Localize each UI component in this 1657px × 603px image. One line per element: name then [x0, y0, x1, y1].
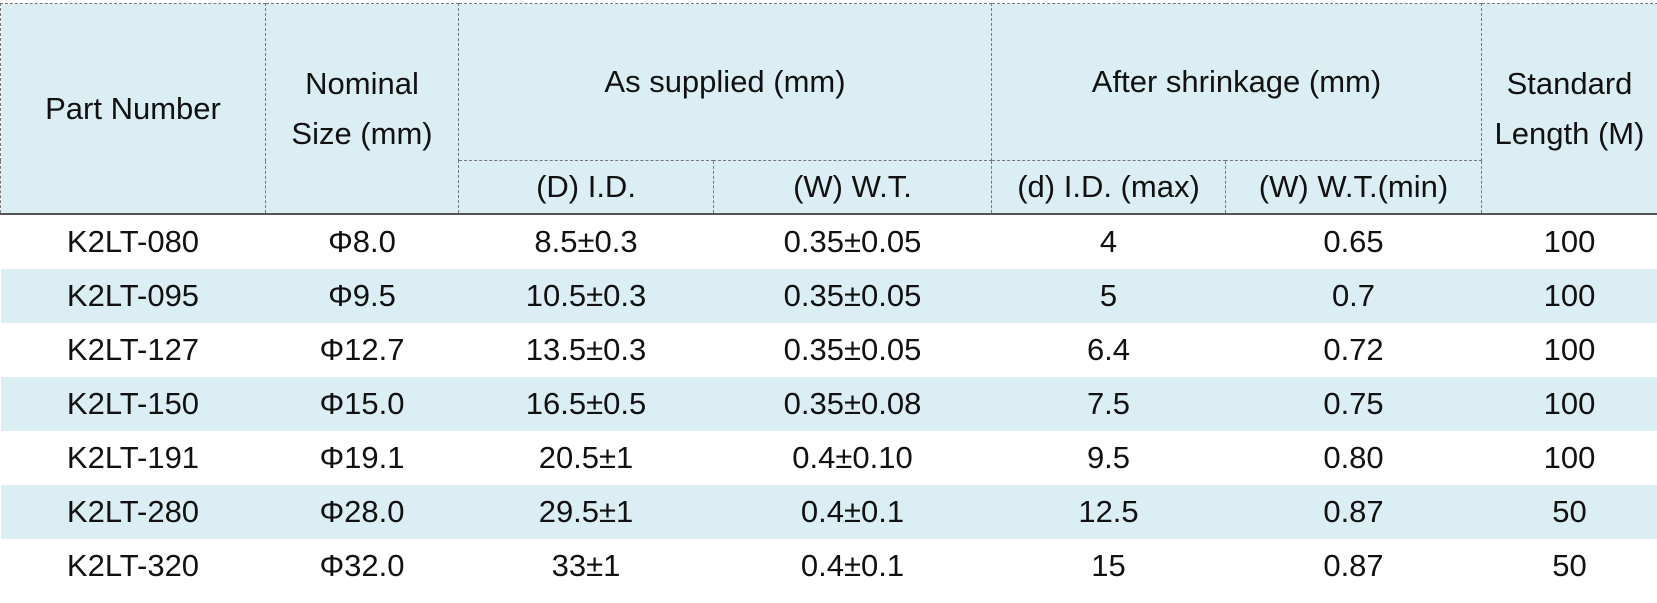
- page: Part Number Nominal Size (mm) As supplie…: [0, 3, 1657, 603]
- table-cell: 4: [992, 214, 1226, 269]
- table-cell: 0.35±0.08: [714, 377, 992, 431]
- table-cell: 0.4±0.1: [714, 485, 992, 539]
- header-cell: Standard Length (M): [1482, 4, 1657, 215]
- table-cell: 0.80: [1226, 431, 1482, 485]
- table-cell: Φ8.0: [266, 214, 459, 269]
- table-cell: 50: [1482, 539, 1657, 593]
- table-header: Part Number Nominal Size (mm) As supplie…: [1, 4, 1657, 215]
- table-cell: 100: [1482, 214, 1657, 269]
- table-cell: 12.5: [992, 485, 1226, 539]
- table-cell: 8.5±0.3: [459, 214, 714, 269]
- table-cell: Φ32.0: [266, 539, 459, 593]
- table-cell: 100: [1482, 269, 1657, 323]
- table-cell: K2LT-095: [1, 269, 266, 323]
- table-cell: K2LT-280: [1, 485, 266, 539]
- table-cell: 16.5±0.5: [459, 377, 714, 431]
- header-cell: Part Number: [1, 4, 266, 215]
- table-cell: 0.35±0.05: [714, 323, 992, 377]
- header-cell: After shrinkage (mm): [992, 4, 1482, 161]
- table-cell: 7.5: [992, 377, 1226, 431]
- table-cell: K2LT-191: [1, 431, 266, 485]
- table-cell: K2LT-320: [1, 539, 266, 593]
- table-cell: 0.7: [1226, 269, 1482, 323]
- table-cell: 29.5±1: [459, 485, 714, 539]
- header-cell: Nominal Size (mm): [266, 4, 459, 215]
- table-cell: Φ9.5: [266, 269, 459, 323]
- table-cell: Φ12.7: [266, 323, 459, 377]
- table-cell: Φ19.1: [266, 431, 459, 485]
- table-cell: 50: [1482, 485, 1657, 539]
- table-cell: 0.87: [1226, 539, 1482, 593]
- table-cell: 0.35±0.05: [714, 214, 992, 269]
- table-cell: 100: [1482, 323, 1657, 377]
- subheader-cell: (d) I.D. (max): [992, 161, 1226, 215]
- table-cell: Φ15.0: [266, 377, 459, 431]
- subheader-cell: (W) W.T.(min): [1226, 161, 1482, 215]
- table-cell: 0.65: [1226, 214, 1482, 269]
- table-cell: 0.87: [1226, 485, 1482, 539]
- table-cell: 9.5: [992, 431, 1226, 485]
- table-cell: 20.5±1: [459, 431, 714, 485]
- spec-table: Part Number Nominal Size (mm) As supplie…: [0, 3, 1657, 593]
- table-cell: 0.35±0.05: [714, 269, 992, 323]
- table-cell: 0.4±0.10: [714, 431, 992, 485]
- table-cell: 13.5±0.3: [459, 323, 714, 377]
- table-cell: 0.75: [1226, 377, 1482, 431]
- table-cell: 100: [1482, 377, 1657, 431]
- table-cell: 0.72: [1226, 323, 1482, 377]
- table-cell: 6.4: [992, 323, 1226, 377]
- table-cell: Φ28.0: [266, 485, 459, 539]
- table-cell: K2LT-150: [1, 377, 266, 431]
- table-cell: 5: [992, 269, 1226, 323]
- table-cell: 15: [992, 539, 1226, 593]
- table-cell: 0.4±0.1: [714, 539, 992, 593]
- table-cell: K2LT-080: [1, 214, 266, 269]
- table-cell: 33±1: [459, 539, 714, 593]
- header-cell: As supplied (mm): [459, 4, 992, 161]
- table-cell: 10.5±0.3: [459, 269, 714, 323]
- table-cell: K2LT-127: [1, 323, 266, 377]
- subheader-cell: (W) W.T.: [714, 161, 992, 215]
- subheader-cell: (D) I.D.: [459, 161, 714, 215]
- table-cell: 100: [1482, 431, 1657, 485]
